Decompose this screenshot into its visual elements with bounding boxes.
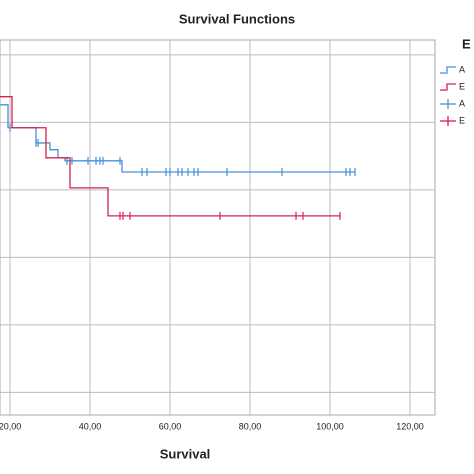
legend-title: E — [462, 36, 471, 51]
survival-curve — [0, 96, 340, 217]
legend-line — [440, 83, 456, 91]
x-tick-label: 60,00 — [159, 421, 182, 431]
legend-line — [440, 66, 456, 74]
legend-label: A — [459, 98, 465, 108]
x-tick-label: 40,00 — [79, 421, 102, 431]
plot-frame — [0, 39, 436, 416]
x-axis-title: Survival — [160, 446, 211, 461]
legend-label: E — [459, 115, 465, 125]
x-tick-label: 80,00 — [239, 421, 262, 431]
x-tick-label: 20,00 — [0, 421, 21, 431]
x-tick-label: 120,00 — [396, 421, 424, 431]
x-tick-label: 100,00 — [316, 421, 344, 431]
chart-title: Survival Functions — [179, 11, 295, 26]
legend-label: E — [459, 81, 465, 91]
legend-label: A — [459, 64, 465, 74]
